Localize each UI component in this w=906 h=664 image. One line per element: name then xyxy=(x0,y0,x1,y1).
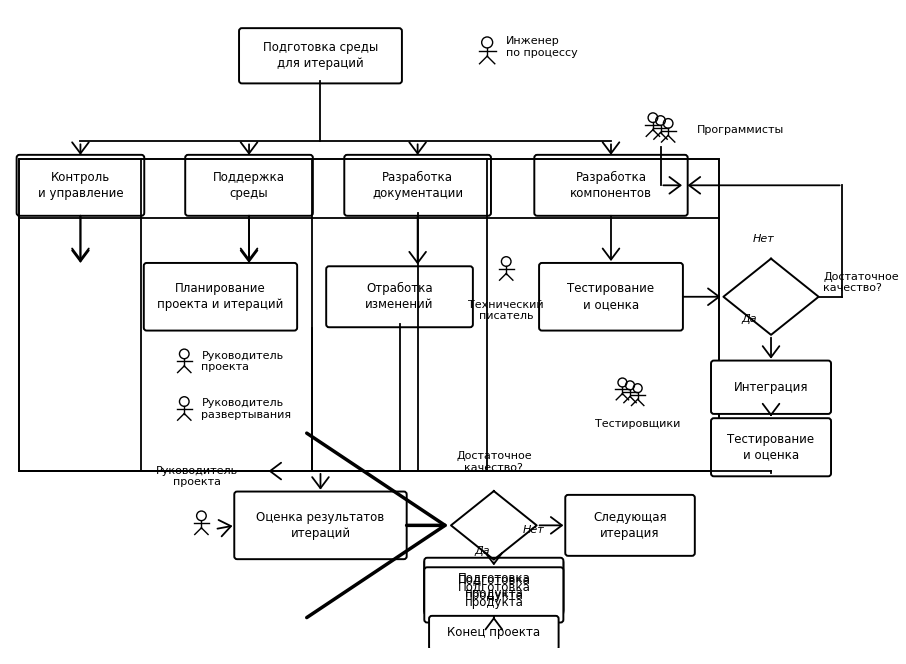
Text: Технический
писатель: Технический писатель xyxy=(468,299,544,321)
Text: Планирование
проекта и итераций: Планирование проекта и итераций xyxy=(158,282,284,311)
Text: Нет: Нет xyxy=(523,525,545,535)
Polygon shape xyxy=(723,259,819,335)
FancyBboxPatch shape xyxy=(539,263,683,331)
FancyBboxPatch shape xyxy=(185,155,313,216)
Text: Подготовка
продукта: Подготовка продукта xyxy=(458,573,530,602)
Text: Тестировщики: Тестировщики xyxy=(595,419,680,429)
Text: Тестирование
и оценка: Тестирование и оценка xyxy=(567,282,654,311)
FancyBboxPatch shape xyxy=(16,155,144,216)
Text: Нет: Нет xyxy=(753,234,775,244)
Text: Программисты: Программисты xyxy=(697,125,784,135)
Text: Руководитель
проекта: Руководитель проекта xyxy=(201,351,284,373)
Text: Следующая
итерация: Следующая итерация xyxy=(593,511,667,540)
Text: Инженер
по процессу: Инженер по процессу xyxy=(506,37,578,58)
FancyBboxPatch shape xyxy=(535,155,688,216)
Text: Да: Да xyxy=(741,314,757,324)
Text: Да: Да xyxy=(475,546,490,556)
Text: Интеграция: Интеграция xyxy=(734,380,808,394)
Polygon shape xyxy=(451,491,536,560)
Text: Разработка
компонентов: Разработка компонентов xyxy=(570,171,652,200)
Text: Достаточное
качество?: Достаточное качество? xyxy=(824,272,899,293)
FancyBboxPatch shape xyxy=(344,155,491,216)
FancyBboxPatch shape xyxy=(326,266,473,327)
Text: Отработка
изменений: Отработка изменений xyxy=(365,282,434,311)
Text: Оценка результатов
итераций: Оценка результатов итераций xyxy=(256,511,385,540)
Text: Тестирование
и оценка: Тестирование и оценка xyxy=(728,433,814,461)
FancyBboxPatch shape xyxy=(424,558,564,613)
FancyBboxPatch shape xyxy=(711,361,831,414)
FancyBboxPatch shape xyxy=(565,495,695,556)
Text: Подготовка
продукта: Подготовка продукта xyxy=(458,571,530,600)
FancyBboxPatch shape xyxy=(424,567,564,623)
Text: Руководитель
проекта: Руководитель проекта xyxy=(156,465,237,487)
Text: Контроль
и управление: Контроль и управление xyxy=(38,171,123,200)
Text: Конец проекта: Конец проекта xyxy=(448,627,540,639)
Text: Подготовка
продукта: Подготовка продукта xyxy=(458,580,530,610)
Text: Достаточное
качество?: Достаточное качество? xyxy=(456,452,532,473)
FancyBboxPatch shape xyxy=(239,28,402,84)
Text: Разработка
документации: Разработка документации xyxy=(372,171,463,200)
Text: Руководитель
развертывания: Руководитель развертывания xyxy=(201,398,292,420)
Text: Поддержка
среды: Поддержка среды xyxy=(213,171,285,200)
FancyBboxPatch shape xyxy=(424,560,564,615)
Text: Подготовка среды
для итераций: Подготовка среды для итераций xyxy=(263,41,378,70)
FancyBboxPatch shape xyxy=(144,263,297,331)
FancyBboxPatch shape xyxy=(711,418,831,476)
FancyBboxPatch shape xyxy=(429,616,559,650)
FancyBboxPatch shape xyxy=(235,491,407,559)
